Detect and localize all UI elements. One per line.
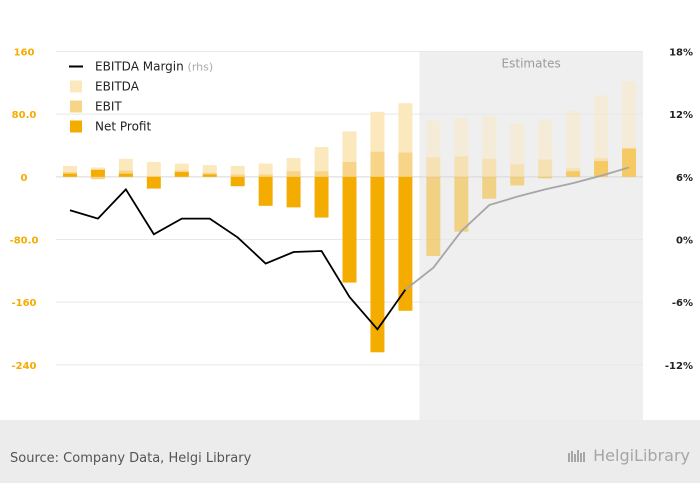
- bar-ebit-2022: [398, 152, 413, 177]
- bar-ebit-2017: [258, 174, 273, 177]
- legend-ebitda-label: EBITDA: [95, 80, 140, 94]
- bar-ebit-2016: [230, 174, 245, 177]
- bar-net-profit-2010: [62, 173, 77, 177]
- bar-net-profit-2030: [622, 148, 637, 177]
- margin-line-estimate: [404, 166, 630, 291]
- bar-ebit-2025: [482, 158, 497, 177]
- bar-ebitda-2015: [202, 165, 217, 177]
- y-right-tick-label: 18%: [669, 48, 693, 59]
- y-right-tick-label: -12%: [665, 361, 693, 372]
- bar-ebitda-2017: [258, 163, 273, 177]
- bar-ebit-2026: [510, 164, 525, 177]
- bar-ebit-2029: [594, 158, 609, 177]
- bar-ebitda-2016: [230, 165, 245, 177]
- bar-ebit-2018: [286, 171, 301, 177]
- bar-ebit-2021: [370, 151, 385, 177]
- y-left-tick-label: -240: [11, 361, 36, 372]
- bars: [62, 81, 637, 353]
- y-right-tick-label: 6%: [676, 173, 693, 184]
- bar-net-profit-2014: [174, 172, 189, 177]
- bar-ebitda-2025: [482, 115, 497, 177]
- bar-net-profit-2026: [510, 176, 525, 186]
- bar-ebitda-2024: [454, 118, 469, 177]
- bar-ebit-2030: [622, 147, 637, 177]
- bar-net-profit-2017: [258, 176, 273, 206]
- bar-net-profit-2027: [538, 176, 553, 179]
- legend-net-profit-label: Net Profit: [95, 120, 151, 134]
- bar-ebitda-2023: [426, 120, 441, 177]
- bar-ebitda-2029: [594, 95, 609, 177]
- margin-line: [69, 166, 630, 331]
- bar-net-profit-2025: [482, 176, 497, 199]
- bar-net-profit-2018: [286, 176, 301, 208]
- source-text: Source: Company Data, Helgi Library: [10, 451, 252, 466]
- bar-net-profit-2022: [398, 176, 413, 311]
- y-left-tick-label: -80.0: [10, 236, 39, 247]
- y-left-tick-label: 160: [14, 48, 35, 59]
- bar-net-profit-2021: [370, 176, 385, 353]
- bar-net-profit-2016: [230, 176, 245, 187]
- bar-net-profit-2023: [426, 176, 441, 256]
- bar-ebitda-2030: [622, 81, 637, 177]
- bar-ebit-2028: [566, 168, 581, 177]
- bar-ebit-2013: [146, 176, 161, 177]
- bar-ebitda-2010: [62, 165, 77, 177]
- bar-ebit-2024: [454, 156, 469, 177]
- bar-net-profit-2015: [202, 174, 217, 177]
- bar-net-profit-2020: [342, 176, 357, 283]
- bar-ebitda-2026: [510, 123, 525, 177]
- bar-ebit-2023: [426, 157, 441, 177]
- bar-ebitda-2019: [314, 147, 329, 177]
- bar-net-profit-2029: [594, 161, 609, 177]
- bar-net-profit-2011: [90, 169, 105, 177]
- bar-ebit-2019: [314, 171, 329, 177]
- bar-net-profit-2013: [146, 176, 161, 189]
- logo-text: HelgiLibrary: [593, 446, 690, 465]
- bar-net-profit-2012: [118, 173, 133, 177]
- legend-margin-label: EBITDA Margin (rhs): [95, 60, 213, 74]
- library-icon: [568, 449, 586, 462]
- bar-net-profit-2024: [454, 176, 469, 232]
- bar-ebit-2011: [90, 176, 105, 180]
- legend-ebitda-swatch: [70, 80, 82, 93]
- bar-ebit-2020: [342, 161, 357, 177]
- margin-line-actual: [69, 187, 407, 331]
- helgi-library-logo: HelgiLibrary: [567, 446, 690, 465]
- y-left-tick-label: -160: [11, 298, 36, 309]
- y-right-tick-label: -6%: [672, 298, 693, 309]
- y-right-tick-label: 12%: [669, 110, 693, 121]
- footer: Source: Company Data, Helgi Library Helg…: [0, 420, 700, 483]
- bar-net-profit-2028: [566, 171, 581, 177]
- y-left-tick-label: 80.0: [12, 110, 37, 121]
- y-right-tick-label: 0%: [676, 236, 693, 247]
- bar-ebitda-2013: [146, 161, 161, 177]
- bar-ebitda-2028: [566, 111, 581, 177]
- bar-ebit-2027: [538, 159, 553, 177]
- bar-ebitda-2027: [538, 119, 553, 177]
- legend-ebit-swatch: [70, 100, 82, 113]
- legend-net-profit-swatch: [70, 120, 82, 133]
- estimates-label: Estimates: [502, 57, 561, 71]
- y-left-tick-label: 0: [21, 173, 28, 184]
- bar-net-profit-2019: [314, 176, 329, 218]
- legend: EBITDA Margin (rhs) EBITDA EBIT Net Profit: [69, 60, 213, 134]
- legend-ebit-label: EBIT: [95, 100, 122, 114]
